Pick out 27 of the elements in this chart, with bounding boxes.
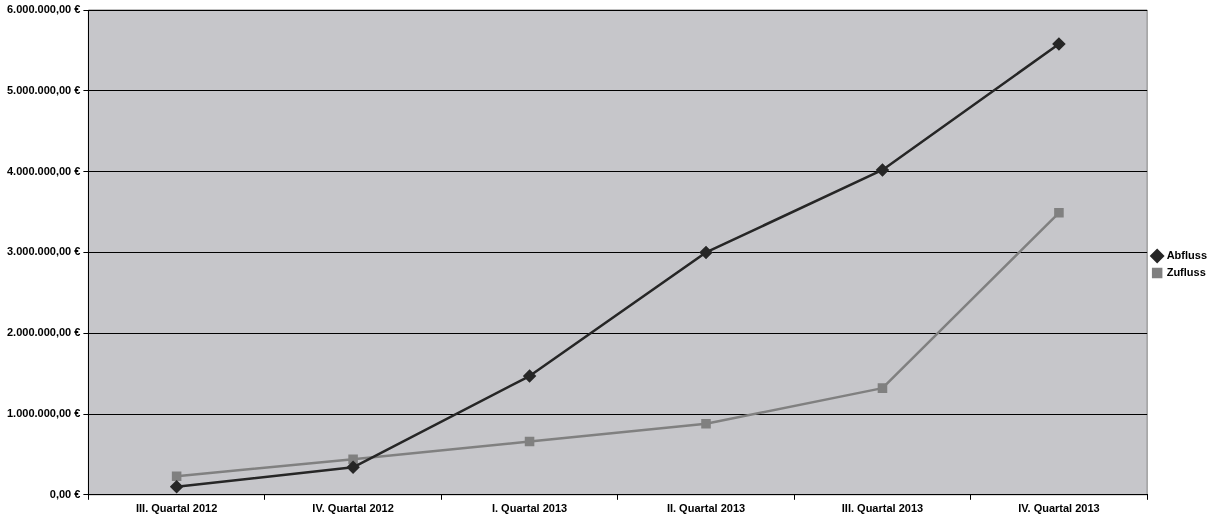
y-tick-label: 6.000.000,00 € (7, 3, 81, 16)
point (1052, 37, 1066, 51)
legend-label: Zufluss (1166, 266, 1206, 279)
legend-label: Abfluss (1166, 249, 1208, 262)
x-tick-label: IV. Quartal 2012 (312, 502, 394, 515)
y-tick-label: 0,00 € (49, 487, 81, 500)
x-tick-label: IV. Quartal 2013 (1018, 502, 1100, 515)
point (171, 471, 182, 481)
x-tick-label: III. Quartal 2012 (135, 502, 218, 515)
point (877, 383, 888, 393)
point (524, 436, 535, 447)
point (346, 461, 360, 474)
x-tick-label: III. Quartal 2013 (841, 502, 924, 515)
y-tick-label: 3.000.000,00 € (7, 245, 81, 258)
y-tick-label: 1.000.000,00 € (7, 407, 81, 420)
point (523, 369, 536, 383)
x-tick-label: II. Quartal 2013 (666, 502, 746, 515)
point (170, 480, 183, 493)
point (1054, 208, 1064, 218)
point (701, 418, 711, 429)
y-tick-label: 5.000.000,00 € (7, 83, 81, 96)
x-tick-label: I. Quartal 2013 (491, 502, 568, 515)
point (876, 163, 889, 177)
y-tick-label: 4.000.000,00 € (7, 164, 81, 177)
y-tick-label: 2.000.000,00 € (7, 326, 81, 339)
point (348, 454, 358, 465)
point (699, 246, 713, 259)
